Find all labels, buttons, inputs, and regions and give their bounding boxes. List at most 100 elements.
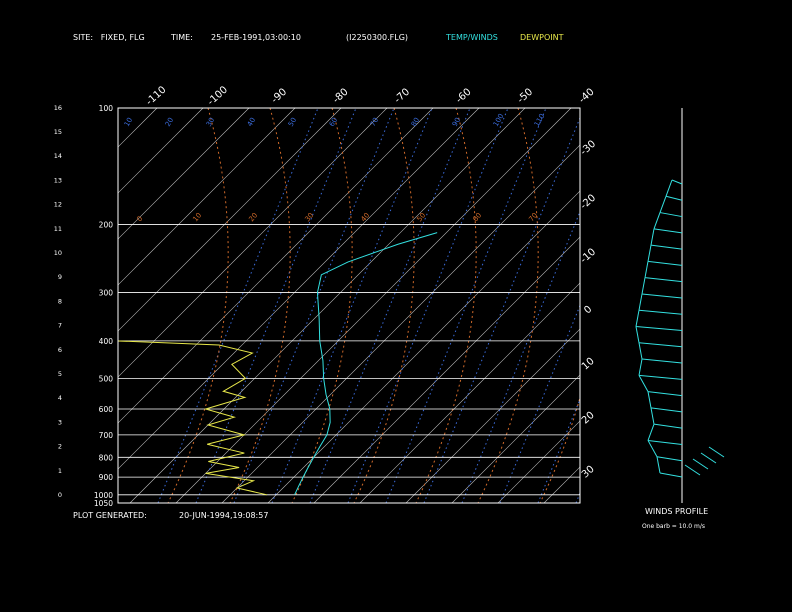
wind-barb-link [665,179,673,197]
height-tick-label: 1 [58,467,62,475]
mixing-ratio-line [347,108,509,503]
adiabat-label: 30 [303,211,315,223]
isotherm-line [405,328,580,503]
wind-barb-link [635,310,640,327]
isotherm-line [0,108,111,503]
isotherm-line [129,108,526,503]
mixing-ratio-label: 70 [369,116,380,128]
pressure-tick-label: 200 [99,220,114,229]
temp-top-label: -70 [393,87,413,106]
mixing-ratio-line [423,116,580,503]
winds-profile-title: WINDS PROFILE [645,507,709,516]
temp-top-label: -50 [516,87,536,106]
isotherm-line [543,466,580,503]
isotherm-line [0,108,19,503]
temp-right-label: 20 [580,410,597,427]
plot-border [117,107,581,504]
wind-barb [647,439,683,445]
wind-barb [647,391,683,397]
wind-barb-link [653,212,661,230]
isotherm-line [118,108,434,424]
pressure-tick-label: 900 [99,473,114,482]
mixing-ratio-label: 40 [246,116,257,128]
adiabat-label: 70 [527,211,539,223]
wind-barb [659,212,683,218]
temp-right-label: 10 [580,356,597,373]
wind-barb [665,195,683,201]
plot-generated-label: PLOT GENERATED: [73,511,147,520]
mixing-ratio-line [461,210,580,503]
wind-barb-feather [708,446,725,458]
height-tick-label: 15 [54,128,62,136]
wind-barb-link [647,391,652,408]
mixing-ratio-line [309,108,471,503]
height-tick-label: 11 [54,225,62,233]
mixing-ratio-label: 50 [287,116,298,128]
pressure-tick-label: 1000 [94,491,113,500]
mixing-ratio-label: 80 [410,116,421,128]
height-tick-label: 12 [54,201,62,209]
pressure-tick-label: 400 [99,337,114,346]
mixing-ratio-label: 10 [123,116,134,128]
isotherm-line [118,108,158,148]
mixing-ratio-label: 100 [492,112,506,128]
height-tick-label: 2 [58,443,62,451]
temp-right-label: -20 [579,193,599,212]
wind-barb-link [650,228,655,246]
wind-barb [650,244,683,250]
pressure-tick-label: 300 [99,289,114,298]
height-tick-label: 5 [58,370,62,378]
dry-adiabat-line [415,108,477,503]
wind-barb [638,374,683,380]
wind-barb-link [638,342,643,360]
wind-barb [635,326,683,331]
height-tick-label: 6 [58,346,62,354]
wind-barb [671,179,683,185]
pressure-tick-label: 100 [99,104,114,113]
wind-barb-link [656,456,661,474]
plot-area [0,108,792,503]
mixing-ratio-line [575,491,580,503]
temp-right-label: 0 [582,304,594,316]
wind-barb [653,228,683,234]
isotherm-line [0,108,65,503]
wind-barb-link [638,293,643,311]
height-tick-label: 0 [58,491,62,499]
pressure-tick-label: 600 [99,405,114,414]
temp-top-label: -40 [577,87,597,106]
dry-adiabat-line [167,108,229,503]
wind-barb [644,277,683,283]
adiabat-label: 50 [415,211,427,223]
pressure-tick-label: 700 [99,431,114,440]
temp-top-label: -110 [144,84,168,107]
adiabat-label: 60 [471,211,483,223]
wind-barb-link [638,358,643,376]
adiabat-label: 40 [359,211,371,223]
winds-profile-note: One barb = 10.0 m/s [642,523,705,530]
wind-barb [659,472,683,478]
mixing-ratio-label: 110 [533,112,547,128]
wind-barb [656,456,683,462]
pressure-tick-label: 1050 [94,499,113,508]
mixing-ratio-label: 30 [205,116,216,128]
dry-adiabat-line [539,108,580,503]
wind-barb [653,423,683,429]
isotherm-line [118,108,480,470]
wind-barb-link [638,375,649,392]
dry-adiabat-line [602,108,662,503]
wind-barb-link [647,245,652,262]
isotherm-line [636,108,792,503]
isotherm-line [313,236,580,503]
temp-right-label: 30 [580,464,597,481]
adiabat-label: 20 [247,211,259,223]
adiabat-label: 0 [135,215,144,224]
temp-top-label: -80 [331,87,351,106]
wind-barb [650,407,683,413]
wind-barb-link [647,440,658,457]
height-tick-label: 14 [54,152,62,160]
mixing-ratio-line [157,108,319,503]
height-tick-label: 13 [54,176,62,184]
isotherm-line [221,144,580,503]
pressure-tick-label: 800 [99,453,114,462]
